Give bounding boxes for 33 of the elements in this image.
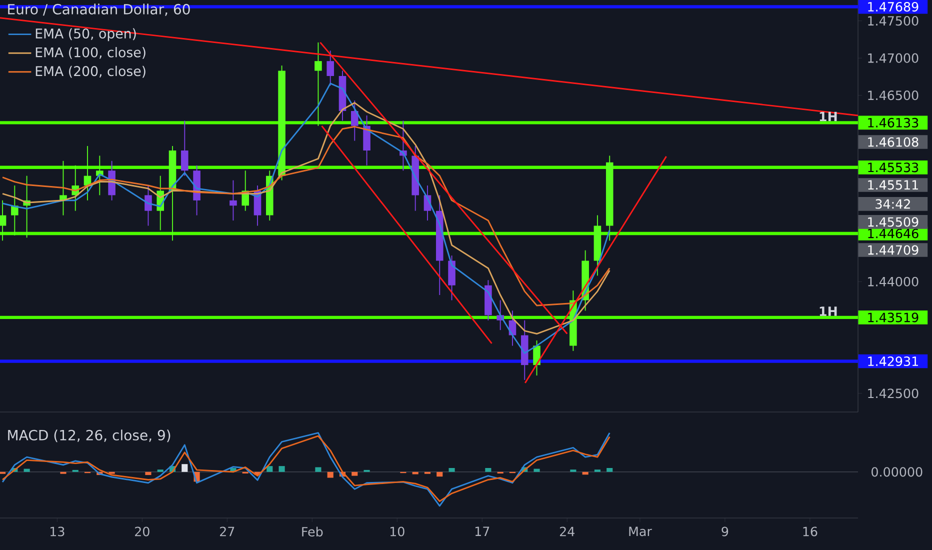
x-tick-label: 24 bbox=[560, 526, 574, 536]
ref-line-label: 1.46133 bbox=[868, 118, 918, 128]
legend-label: EMA (50, open) bbox=[36, 28, 136, 42]
y-tick-label: 1.47000 bbox=[868, 53, 918, 63]
x-tick-label: 20 bbox=[135, 526, 150, 536]
x-tick-label: Mar bbox=[629, 526, 652, 536]
legend-label: EMA (200, close) bbox=[36, 66, 146, 78]
text: 0.00000 bbox=[872, 467, 922, 477]
ref-line-label: 1.45533 bbox=[868, 162, 918, 172]
text: 34:42 bbox=[876, 199, 910, 209]
text: 1.45509 bbox=[868, 217, 918, 227]
x-tick-label: 9 bbox=[722, 526, 728, 536]
y-tick-label: 1.46500 bbox=[868, 90, 918, 100]
x-tick-label: 27 bbox=[220, 526, 234, 536]
ref-line-label: 1.42931 bbox=[868, 356, 918, 366]
x-tick-label: 17 bbox=[475, 526, 490, 536]
y-tick-label: 1.47500 bbox=[868, 16, 918, 26]
x-tick-label: Feb bbox=[302, 526, 323, 537]
x-tick-label: 16 bbox=[803, 526, 818, 536]
y-tick-label: 1.42500 bbox=[868, 388, 918, 398]
annotation: 1H bbox=[820, 306, 837, 316]
text: 1.45511 bbox=[868, 180, 918, 190]
annotation: 1H bbox=[820, 112, 837, 122]
text: 1.46108 bbox=[868, 137, 918, 147]
legend-label: EMA (100, close) bbox=[36, 47, 146, 59]
ref-line-label: 1.43519 bbox=[868, 312, 918, 322]
ref-line-label: 1.47689 bbox=[868, 2, 918, 12]
x-tick-label: 10 bbox=[390, 526, 404, 536]
x-tick-label: 13 bbox=[50, 526, 64, 536]
text: 1.44709 bbox=[868, 245, 918, 255]
y-tick-label: 1.44000 bbox=[868, 276, 918, 286]
chart-title: MACD (12, 26, close, 9) bbox=[8, 430, 170, 442]
ref-line-label: 1.44646 bbox=[868, 228, 918, 238]
